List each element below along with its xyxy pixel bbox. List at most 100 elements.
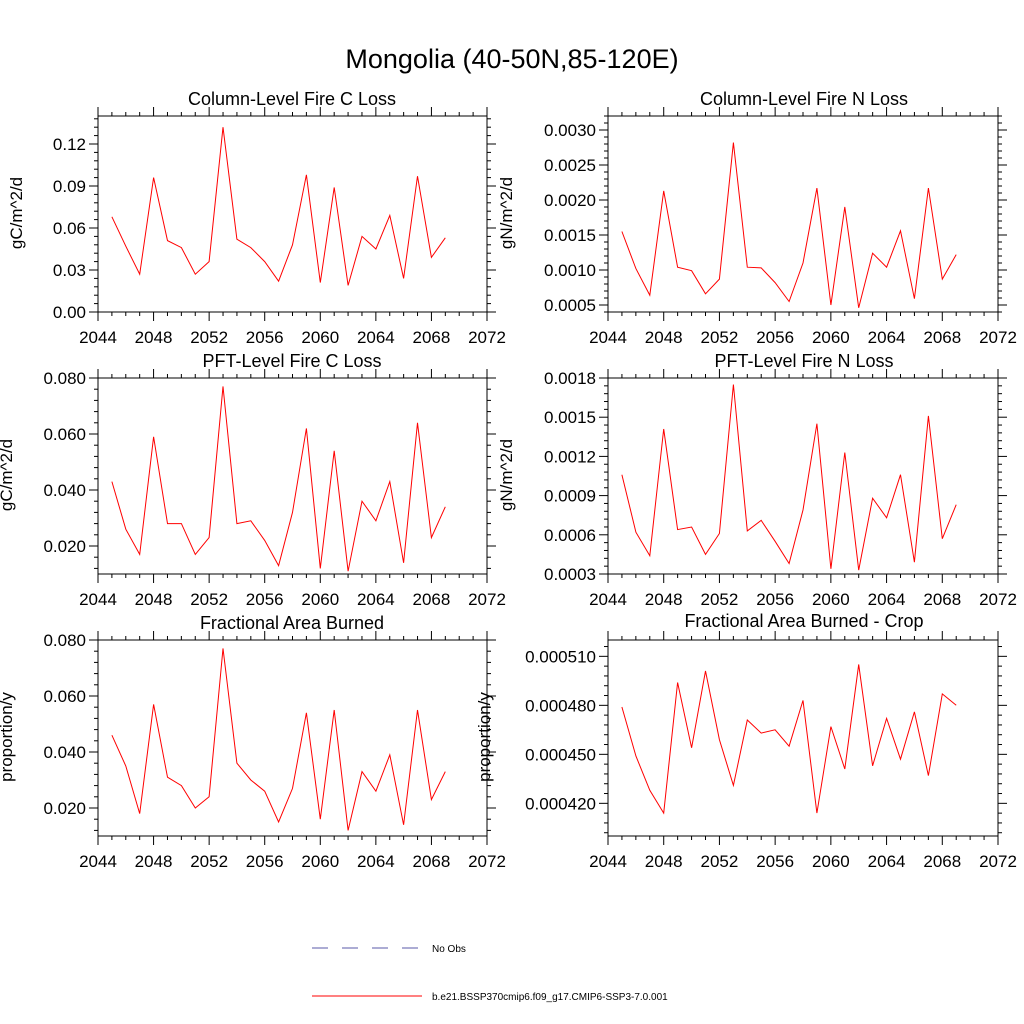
- x-tick-label: 2052: [190, 328, 228, 347]
- series-line: [111, 127, 446, 286]
- y-tick-label: 0.000510: [525, 647, 596, 666]
- x-tick-label: 2044: [589, 328, 627, 347]
- x-tick-label: 2048: [135, 328, 173, 347]
- x-tick-label: 2044: [589, 590, 627, 609]
- x-tick-label: 2052: [701, 852, 739, 871]
- chart-title: Fractional Area Burned - Crop: [684, 611, 923, 631]
- y-tick-label: 0.060: [43, 687, 86, 706]
- series-line: [621, 384, 957, 571]
- y-tick-label: 0.020: [43, 799, 86, 818]
- y-tick-label: 0.06: [53, 219, 86, 238]
- y-tick-label: 0.040: [43, 481, 86, 500]
- x-tick-label: 2060: [301, 328, 339, 347]
- x-tick-label: 2064: [868, 328, 906, 347]
- chart-title: Column-Level Fire C Loss: [188, 89, 396, 109]
- y-tick-label: 0.080: [43, 369, 86, 388]
- legend: No Obs b.e21.BSSP370cmip6.f09_g17.CMIP6-…: [312, 944, 668, 1003]
- x-tick-label: 2056: [756, 852, 794, 871]
- x-tick-label: 2044: [79, 328, 117, 347]
- x-tick-label: 2060: [301, 852, 339, 871]
- x-tick-label: 2064: [868, 590, 906, 609]
- y-tick-label: 0.00: [53, 303, 86, 322]
- chart-panel-fractional-area-burned-crop: Fractional Area Burned - Crop proportion…: [475, 611, 924, 782]
- x-tick-label: 2060: [812, 328, 850, 347]
- x-tick-label: 2052: [190, 852, 228, 871]
- x-tick-label: 2060: [812, 852, 850, 871]
- series-line: [621, 664, 957, 815]
- x-tick-label: 2052: [701, 590, 739, 609]
- x-tick-label: 2068: [413, 852, 451, 871]
- x-tick-label: 2068: [923, 852, 961, 871]
- y-tick-label: 0.000450: [525, 745, 596, 764]
- x-tick-label: 2072: [979, 852, 1017, 871]
- x-tick-label: 2052: [190, 590, 228, 609]
- plot-1: 2044 2048 2052 2056 2060 2064 2068 2072 0.00 0.03…: [53, 107, 506, 347]
- x-tick-label: 2072: [468, 852, 506, 871]
- y-tick-label: 0.09: [53, 177, 86, 196]
- y-tick-label: 0.040: [43, 743, 86, 762]
- y-tick-label: 0.000480: [525, 696, 596, 715]
- y-axis-label: proportion/y: [475, 692, 494, 782]
- y-tick-label: 0.0006: [544, 526, 596, 545]
- y-tick-label: 0.0018: [544, 369, 596, 388]
- y-tick-label: 0.0015: [544, 226, 596, 245]
- x-tick-label: 2064: [868, 852, 906, 871]
- chart-title: PFT-Level Fire N Loss: [714, 351, 893, 371]
- chart-title: Fractional Area Burned: [200, 613, 384, 633]
- chart-panel-fractional-area-burned: Fractional Area Burned proportion/y: [0, 613, 384, 782]
- y-axis-label: gC/m^2/d: [0, 439, 16, 511]
- x-tick-label: 2072: [979, 590, 1017, 609]
- x-tick-label: 2068: [413, 590, 451, 609]
- chart-panel-column-n-loss: Column-Level Fire N Loss gN/m^2/d: [497, 89, 908, 249]
- y-axis-label: proportion/y: [0, 692, 16, 782]
- y-tick-label: 0.0025: [544, 156, 596, 175]
- x-tick-label: 2060: [301, 590, 339, 609]
- main-title: Mongolia (40-50N,85-120E): [345, 44, 678, 74]
- y-tick-label: 0.03: [53, 261, 86, 280]
- x-tick-label: 2052: [701, 328, 739, 347]
- legend-label-no-obs: No Obs: [432, 944, 466, 955]
- x-tick-label: 2060: [812, 590, 850, 609]
- x-tick-label: 2044: [79, 590, 117, 609]
- x-tick-label: 2068: [923, 590, 961, 609]
- x-tick-label: 2072: [979, 328, 1017, 347]
- chart-title: Column-Level Fire N Loss: [700, 89, 908, 109]
- x-tick-label: 2064: [357, 852, 395, 871]
- plot-5: 2044 2048 2052 2056 2060 2064 2068 2072 0.020 0.0…: [43, 631, 506, 871]
- y-tick-label: 0.0012: [544, 447, 596, 466]
- y-axis-label: gC/m^2/d: [7, 177, 26, 249]
- plot-6: 2044 2048 2052 2056 2060 2064 2068 2072 0.000420…: [525, 631, 1017, 871]
- y-tick-label: 0.0005: [544, 296, 596, 315]
- x-tick-label: 2064: [357, 590, 395, 609]
- plot-2: 2044 2048 2052 2056 2060 2064 2068 2072 0.0005 0.…: [544, 107, 1017, 347]
- plot-frame: [607, 115, 999, 313]
- x-tick-label: 2048: [645, 590, 683, 609]
- x-tick-label: 2048: [645, 328, 683, 347]
- y-axis-label: gN/m^2/d: [497, 177, 516, 249]
- chart-title: PFT-Level Fire C Loss: [202, 351, 381, 371]
- series-line: [111, 386, 446, 572]
- chart-panel-pft-n-loss: PFT-Level Fire N Loss gN/m^2/d: [497, 351, 894, 511]
- x-tick-label: 2068: [413, 328, 451, 347]
- plot-frame: [97, 639, 488, 837]
- chart-panel-pft-c-loss: PFT-Level Fire C Loss gC/m^2/d: [0, 351, 382, 511]
- y-tick-label: 0.0010: [544, 261, 596, 280]
- y-tick-label: 0.0003: [544, 565, 596, 584]
- plot-3: 2044 2048 2052 2056 2060 2064 2068 2072 0.020 0.0…: [43, 369, 506, 609]
- plot-frame: [97, 377, 488, 575]
- x-tick-label: 2056: [246, 852, 284, 871]
- y-tick-label: 0.0020: [544, 191, 596, 210]
- x-tick-label: 2072: [468, 328, 506, 347]
- x-tick-label: 2044: [589, 852, 627, 871]
- x-tick-label: 2056: [756, 590, 794, 609]
- legend-label-model: b.e21.BSSP370cmip6.f09_g17.CMIP6-SSP3-7.…: [432, 992, 668, 1003]
- plot-frame: [607, 377, 999, 575]
- y-tick-label: 0.12: [53, 135, 86, 154]
- x-tick-label: 2048: [645, 852, 683, 871]
- y-tick-label: 0.0030: [544, 121, 596, 140]
- plot-4: 2044 2048 2052 2056 2060 2064 2068 2072 0.0003 0.…: [544, 369, 1017, 609]
- x-tick-label: 2068: [923, 328, 961, 347]
- series-line: [621, 142, 957, 308]
- charts-layer: 2044 2048 2052 2056 2060 2064 2068 2072 0.00 0.03…: [43, 107, 1017, 871]
